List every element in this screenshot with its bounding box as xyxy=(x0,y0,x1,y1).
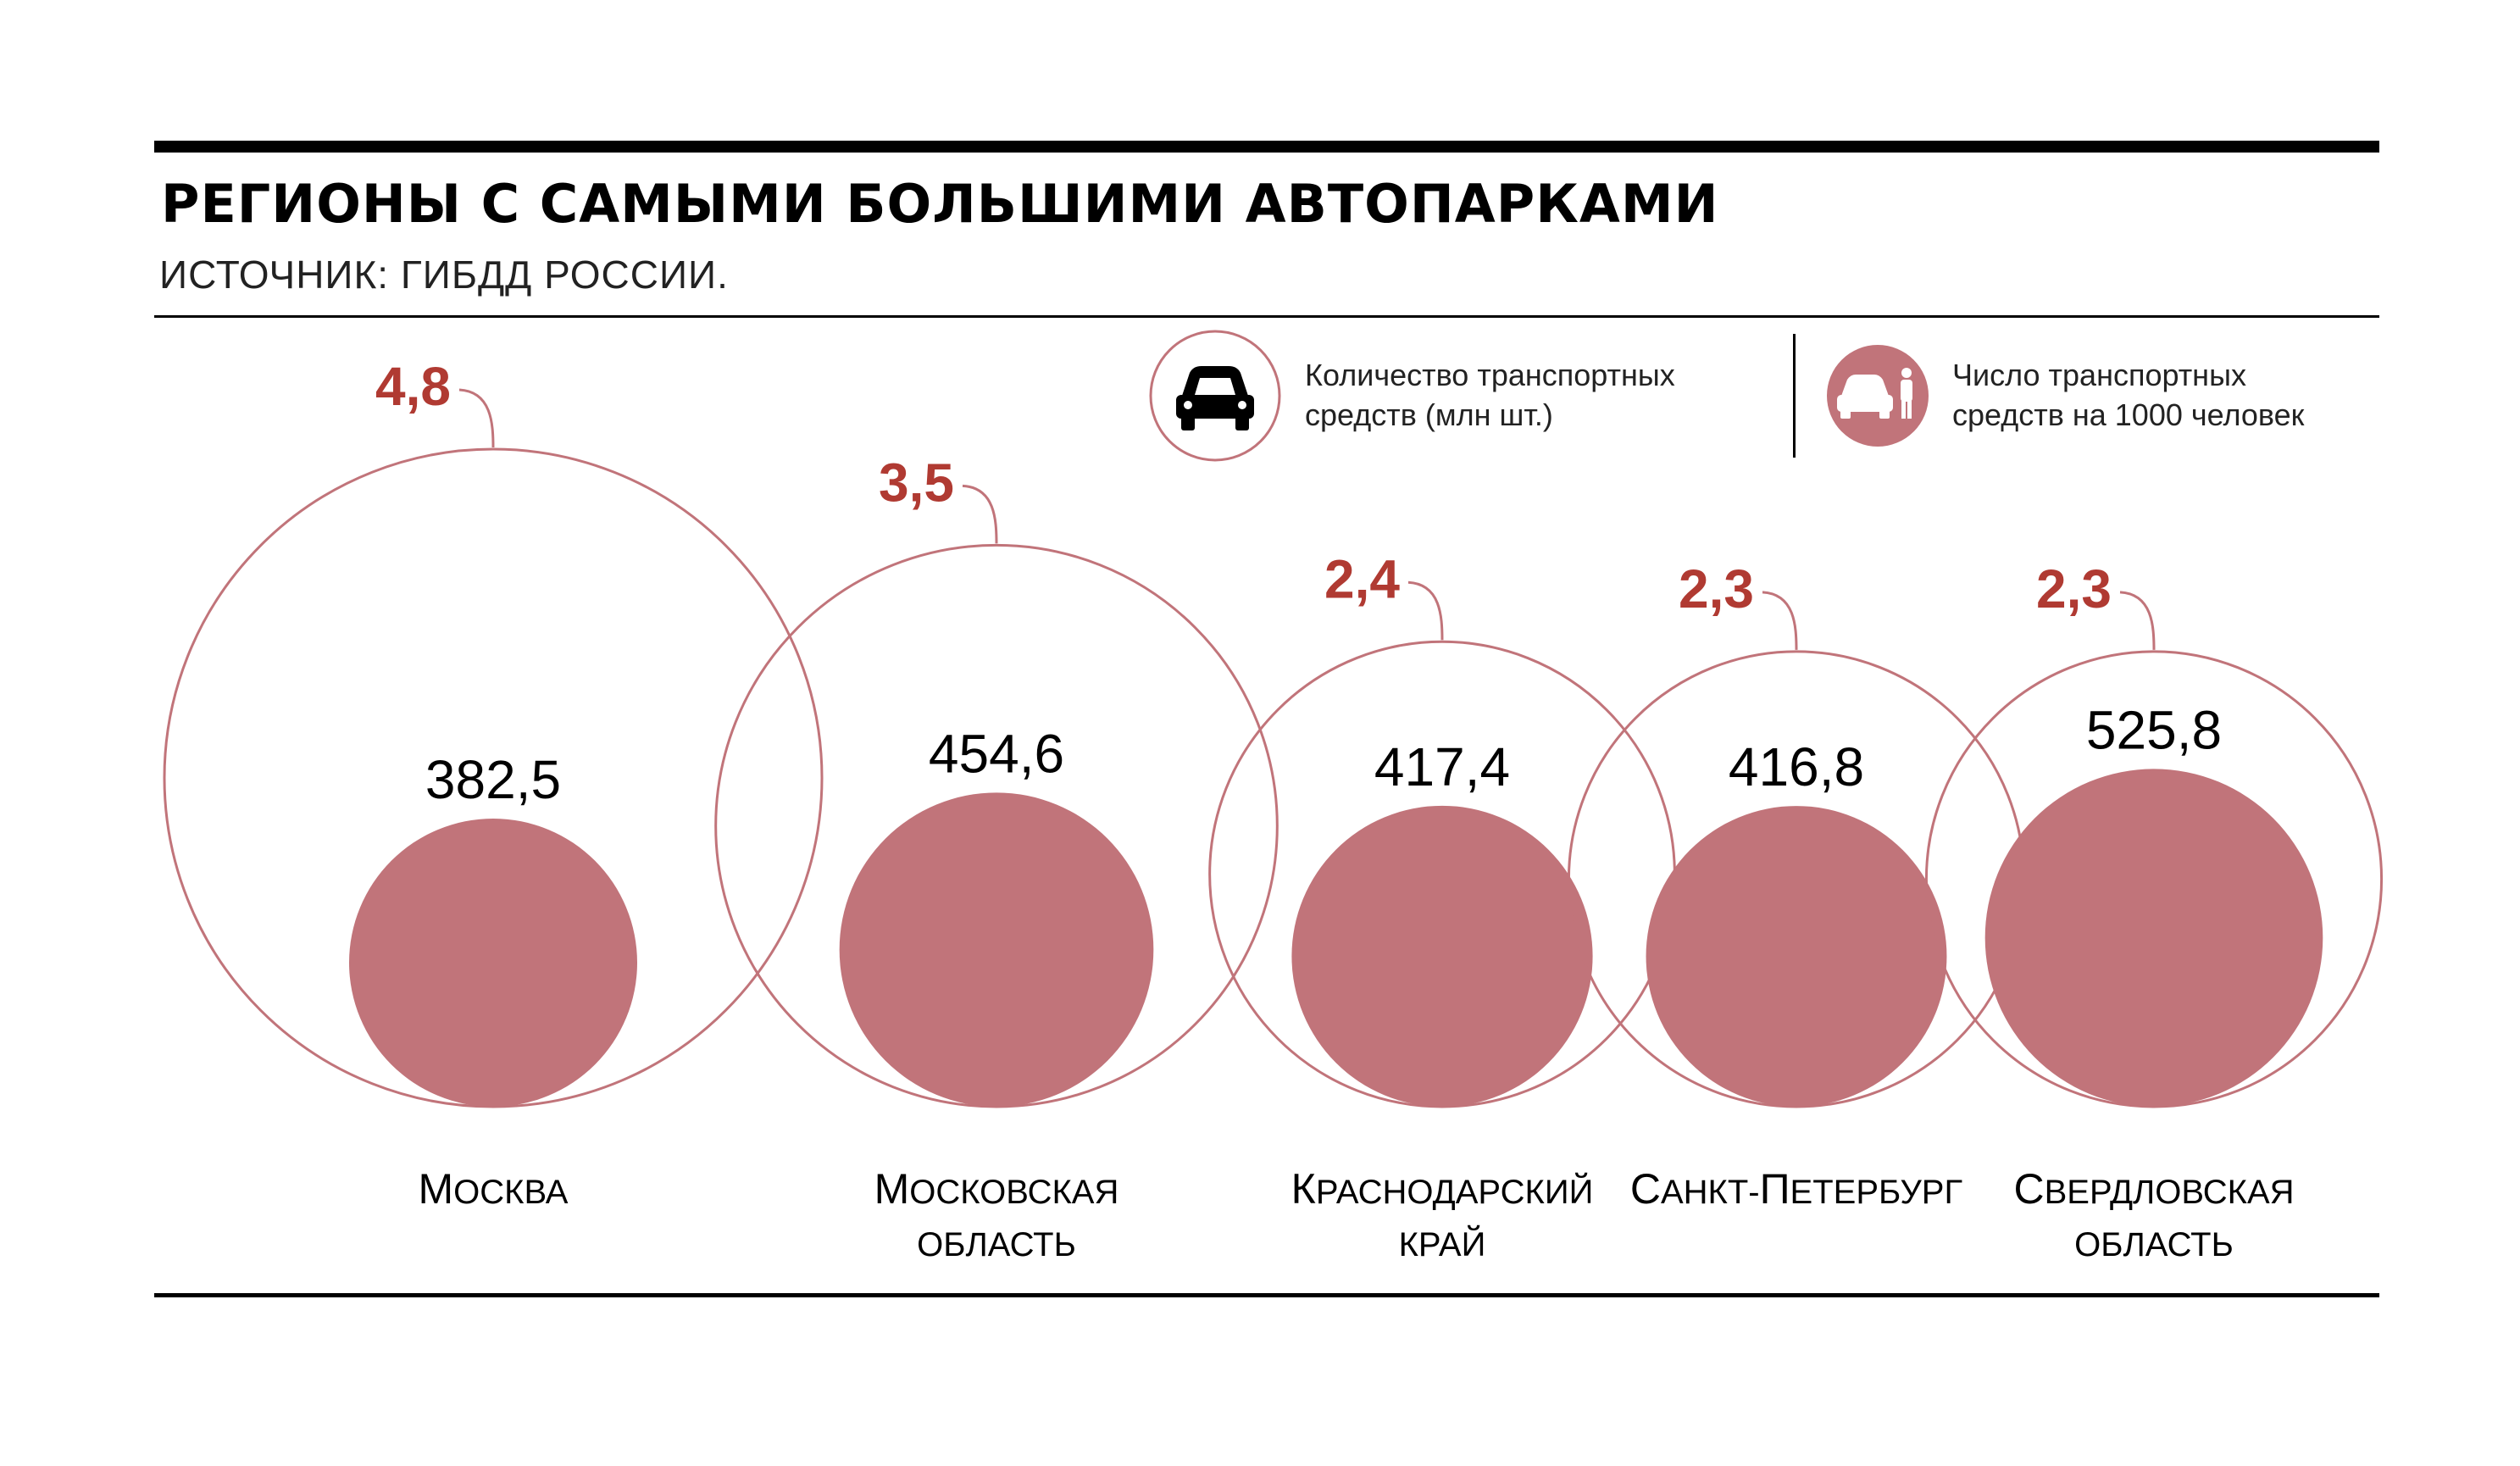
per-capita-bubble xyxy=(1646,806,1947,1107)
per-capita-value-label: 382,5 xyxy=(425,749,561,810)
region-label: КРАСНОДАРСКИЙ xyxy=(1291,1165,1594,1213)
total-value-label: 2,4 xyxy=(1324,548,1400,609)
total-value-label: 4,8 xyxy=(375,356,451,417)
per-capita-bubble xyxy=(839,792,1154,1107)
total-leader-line xyxy=(2119,591,2156,650)
total-value-label: 3,5 xyxy=(879,452,954,513)
legend-total-line1: Количество транспортных xyxy=(1305,358,1675,392)
total-leader-line xyxy=(1762,591,1798,650)
chart-source: ИСТОЧНИК: ГИБДД РОССИИ. xyxy=(159,253,729,297)
legend-divider xyxy=(1793,334,1796,458)
region-label-line2: КРАЙ xyxy=(1399,1224,1486,1263)
total-value-label: 2,3 xyxy=(2036,558,2112,619)
header-divider xyxy=(154,315,2379,318)
legend-total-line2: средств (млн шт.) xyxy=(1305,397,1553,432)
top-rule xyxy=(154,141,2379,153)
bottom-rule xyxy=(154,1293,2379,1297)
region-label: МОСКВА xyxy=(419,1165,569,1213)
legend-per-capita-line2: средств на 1000 человек xyxy=(1952,397,2305,432)
region-label: САНКТ-ПЕТЕРБУРГ xyxy=(1630,1165,1962,1213)
per-capita-value-label: 416,8 xyxy=(1729,736,1864,797)
per-capita-bubble xyxy=(1984,769,2323,1107)
total-leader-line xyxy=(962,484,998,544)
per-capita-value-label: 525,8 xyxy=(2086,699,2222,760)
legend: Количество транспортных средств (млн шт.… xyxy=(1149,330,2305,462)
car-person-icon xyxy=(1837,368,1912,419)
per-capita-bubble xyxy=(1291,805,1593,1107)
region-label: СВЕРДЛОВСКАЯ xyxy=(2013,1165,2294,1213)
total-value-label: 2,3 xyxy=(1679,558,1754,619)
per-capita-value-label: 454,6 xyxy=(929,723,1064,784)
region-label-line2: ОБЛАСТЬ xyxy=(917,1226,1076,1263)
chart-title: РЕГИОНЫ С САМЫМИ БОЛЬШИМИ АВТОПАРКАМИ xyxy=(161,173,1718,235)
car-icon xyxy=(1176,366,1254,430)
region-label: МОСКОВСКАЯ xyxy=(874,1165,1119,1213)
per-capita-bubble xyxy=(349,819,637,1107)
total-leader-line xyxy=(458,388,495,448)
per-capita-value-label: 417,4 xyxy=(1374,736,1510,797)
total-bubble xyxy=(1924,650,2384,1108)
region-label-line2: ОБЛАСТЬ xyxy=(2074,1226,2234,1263)
total-leader-line xyxy=(1407,580,1444,641)
legend-per-capita-line1: Число транспортных xyxy=(1952,358,2246,392)
bubbles-layer: 4,8 382,5 МОСКВА 3,5 454,6 МОСКОВСКАЯ ОБЛАСТЬ 2… xyxy=(163,356,2384,1263)
